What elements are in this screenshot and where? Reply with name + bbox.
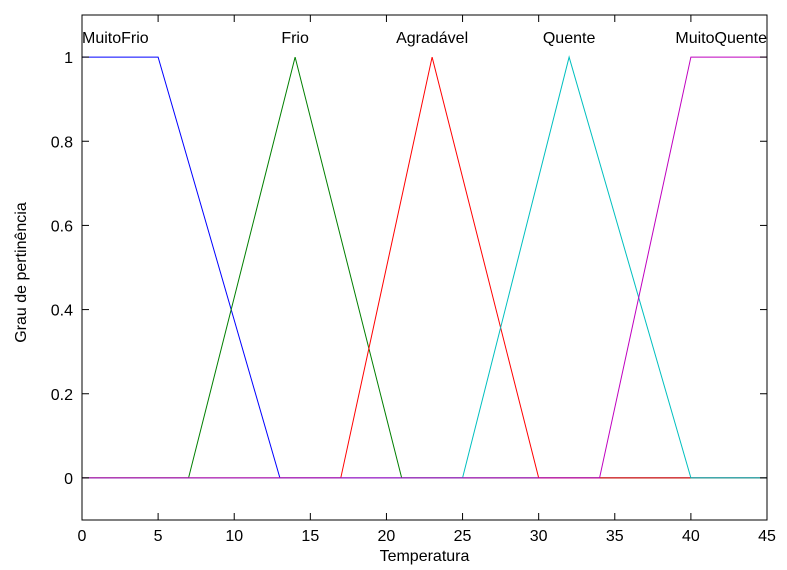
series-label-1: Frio [281,30,309,47]
y-tick-label: 0.8 [51,134,73,151]
x-tick-label: 0 [78,528,87,545]
x-tick-label: 35 [606,528,624,545]
series-label-3: Quente [543,30,596,47]
x-tick-label: 30 [530,528,548,545]
series-layer [82,55,767,479]
x-tick-label: 5 [154,528,163,545]
y-tick-label: 0.2 [51,387,73,404]
y-tick-label: 0.6 [51,218,73,235]
x-tick-label: 45 [758,528,776,545]
series-label-2: Agradável [396,30,468,47]
y-tick-label: 0 [64,471,73,488]
x-axis-label: Temperatura [380,548,470,565]
label-layer: MuitoFrio Frio Agradável Quente MuitoQuente [82,30,767,47]
series-line-0 [82,56,767,479]
x-tick-label: 10 [225,528,243,545]
plot-frame [81,14,768,521]
x-tick-label: 25 [454,528,472,545]
x-tick-label: 20 [378,528,396,545]
x-tick-label: 40 [682,528,700,545]
series-line-4 [82,56,767,479]
series-line-2 [82,56,767,479]
y-tick-label: 0.4 [51,303,73,320]
series-label-0: MuitoFrio [82,30,149,47]
axes-layer [81,14,768,521]
y-axis-label: Grau de pertinência [13,202,30,343]
y-tick-label: 1 [64,50,73,67]
tick-layer: 0 5 10 15 20 25 30 35 40 45 0 0.2 0.4 0.6 0.8 1 [51,15,776,545]
x-tick-label: 15 [301,528,319,545]
series-label-4: MuitoQuente [675,30,767,47]
series-line-1 [82,56,767,479]
series-line-3 [82,55,767,479]
